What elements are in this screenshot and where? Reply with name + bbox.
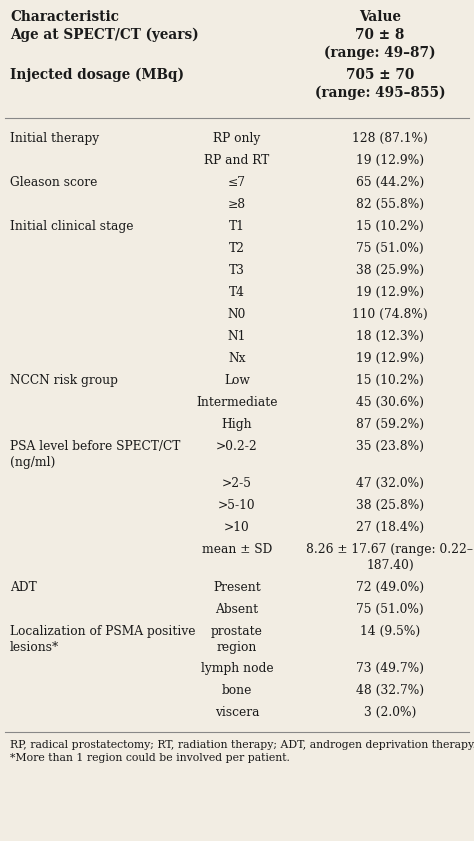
Text: T4: T4 [229,286,245,299]
Text: 110 (74.8%): 110 (74.8%) [352,308,428,321]
Text: 75 (51.0%): 75 (51.0%) [356,603,424,616]
Text: 38 (25.8%): 38 (25.8%) [356,500,424,512]
Text: 70 ± 8: 70 ± 8 [356,28,405,42]
Text: 47 (32.0%): 47 (32.0%) [356,478,424,490]
Text: 3 (2.0%): 3 (2.0%) [364,706,416,719]
Text: prostate
region: prostate region [211,625,263,653]
Text: T2: T2 [229,242,245,255]
Text: Injected dosage (MBq): Injected dosage (MBq) [10,68,184,82]
Text: Characteristic: Characteristic [10,10,119,24]
Text: 705 ± 70: 705 ± 70 [346,68,414,82]
Text: 15 (10.2%): 15 (10.2%) [356,220,424,233]
Text: 19 (12.9%): 19 (12.9%) [356,154,424,167]
Text: 82 (55.8%): 82 (55.8%) [356,198,424,211]
Text: 128 (87.1%): 128 (87.1%) [352,132,428,145]
Text: RP only: RP only [213,132,261,145]
Text: 73 (49.7%): 73 (49.7%) [356,662,424,675]
Text: Intermediate: Intermediate [196,396,278,409]
Text: viscera: viscera [215,706,259,719]
Text: 18 (12.3%): 18 (12.3%) [356,330,424,343]
Text: 35 (23.8%): 35 (23.8%) [356,440,424,453]
Text: mean ± SD: mean ± SD [202,543,272,557]
Text: 14 (9.5%): 14 (9.5%) [360,625,420,637]
Text: Initial therapy: Initial therapy [10,132,99,145]
Text: 75 (51.0%): 75 (51.0%) [356,242,424,255]
Text: ≥8: ≥8 [228,198,246,211]
Text: RP, radical prostatectomy; RT, radiation therapy; ADT, androgen deprivation ther: RP, radical prostatectomy; RT, radiation… [10,740,474,764]
Text: ≤7: ≤7 [228,176,246,189]
Text: >2-5: >2-5 [222,478,252,490]
Text: >0.2-2: >0.2-2 [216,440,258,453]
Text: 27 (18.4%): 27 (18.4%) [356,521,424,534]
Text: N1: N1 [228,330,246,343]
Text: Low: Low [224,374,250,387]
Text: Localization of PSMA positive
lesions*: Localization of PSMA positive lesions* [10,625,195,653]
Text: Present: Present [213,581,261,594]
Text: (range: 495–855): (range: 495–855) [315,86,445,100]
Text: Absent: Absent [216,603,258,616]
Text: Initial clinical stage: Initial clinical stage [10,220,134,233]
Text: 72 (49.0%): 72 (49.0%) [356,581,424,594]
Text: PSA level before SPECT/CT
(ng/ml): PSA level before SPECT/CT (ng/ml) [10,440,181,469]
Text: Nx: Nx [228,352,246,365]
Text: 38 (25.9%): 38 (25.9%) [356,264,424,277]
Text: >10: >10 [224,521,250,534]
Text: lymph node: lymph node [201,662,273,675]
Text: N0: N0 [228,308,246,321]
Text: bone: bone [222,685,252,697]
Text: NCCN risk group: NCCN risk group [10,374,118,387]
Text: 19 (12.9%): 19 (12.9%) [356,286,424,299]
Text: ADT: ADT [10,581,37,594]
Text: High: High [222,418,252,431]
Text: 65 (44.2%): 65 (44.2%) [356,176,424,189]
Text: 15 (10.2%): 15 (10.2%) [356,374,424,387]
Text: Value: Value [359,10,401,24]
Text: 87 (59.2%): 87 (59.2%) [356,418,424,431]
Text: 45 (30.6%): 45 (30.6%) [356,396,424,409]
Text: Gleason score: Gleason score [10,176,97,189]
Text: (range: 49–87): (range: 49–87) [324,46,436,61]
Text: T1: T1 [229,220,245,233]
Text: 8.26 ± 17.67 (range: 0.22–
187.40): 8.26 ± 17.67 (range: 0.22– 187.40) [307,543,474,573]
Text: >5-10: >5-10 [218,500,256,512]
Text: T3: T3 [229,264,245,277]
Text: RP and RT: RP and RT [204,154,270,167]
Text: 48 (32.7%): 48 (32.7%) [356,685,424,697]
Text: 19 (12.9%): 19 (12.9%) [356,352,424,365]
Text: Age at SPECT/CT (years): Age at SPECT/CT (years) [10,28,199,42]
